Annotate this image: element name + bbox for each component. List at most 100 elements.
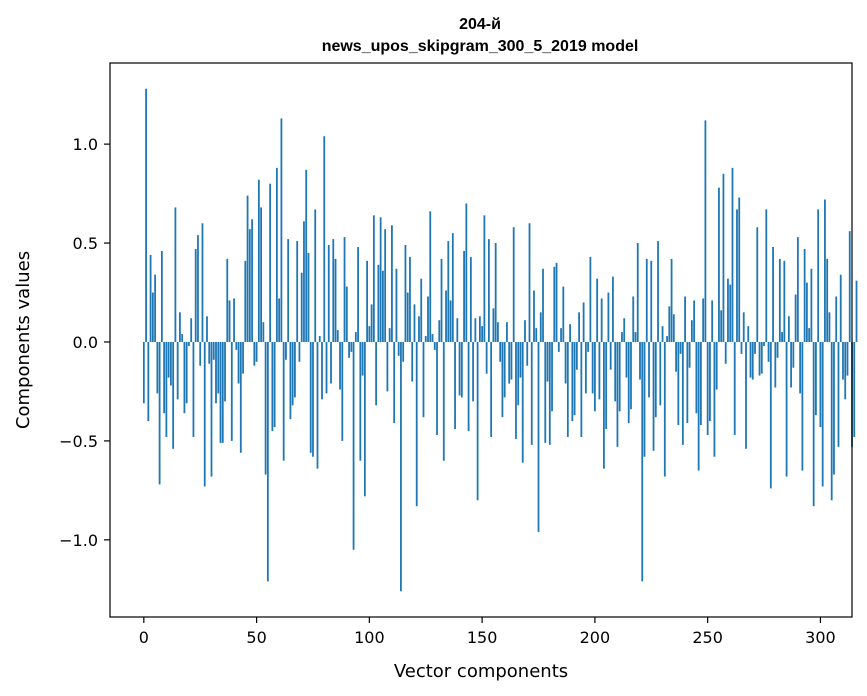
bar bbox=[377, 264, 380, 342]
bar bbox=[756, 227, 759, 342]
bar bbox=[533, 290, 535, 342]
bar bbox=[557, 341, 560, 352]
y-tick-label: −0.5 bbox=[59, 432, 98, 451]
bar bbox=[291, 341, 294, 406]
bar bbox=[824, 199, 826, 342]
bar bbox=[314, 209, 317, 342]
bar bbox=[767, 341, 770, 362]
bar bbox=[709, 341, 711, 422]
bar bbox=[271, 341, 274, 432]
bar bbox=[760, 341, 763, 374]
bar bbox=[463, 250, 465, 342]
bar bbox=[560, 328, 562, 342]
bar bbox=[573, 341, 576, 416]
bar bbox=[679, 341, 682, 354]
bar bbox=[790, 341, 792, 388]
bar bbox=[528, 223, 531, 342]
x-tick-label: 300 bbox=[805, 628, 836, 647]
bar bbox=[603, 341, 605, 469]
bar bbox=[512, 227, 515, 342]
bar bbox=[740, 341, 743, 354]
bar bbox=[713, 341, 716, 457]
bar bbox=[436, 341, 438, 435]
bar bbox=[485, 341, 488, 374]
bar bbox=[336, 330, 339, 342]
bar bbox=[149, 254, 152, 342]
bar bbox=[774, 341, 777, 388]
bar bbox=[772, 247, 774, 342]
y-tick-label: 0.5 bbox=[73, 234, 98, 253]
bar bbox=[828, 312, 831, 342]
bar bbox=[666, 336, 668, 342]
bar bbox=[853, 341, 856, 437]
bar bbox=[519, 341, 522, 378]
bar bbox=[194, 248, 197, 342]
bar bbox=[361, 341, 364, 376]
bar bbox=[609, 341, 612, 370]
bar bbox=[833, 341, 835, 475]
bar bbox=[792, 341, 795, 368]
bar bbox=[659, 341, 662, 406]
bar bbox=[578, 312, 580, 342]
bar bbox=[555, 262, 558, 342]
bar bbox=[300, 272, 303, 342]
bar bbox=[352, 341, 355, 550]
bar bbox=[210, 341, 213, 477]
bar bbox=[406, 292, 409, 342]
bar bbox=[379, 217, 382, 342]
bar bbox=[765, 209, 768, 342]
bar bbox=[643, 341, 646, 457]
bar bbox=[763, 341, 765, 346]
bar bbox=[625, 341, 628, 378]
bar bbox=[388, 328, 391, 342]
bar bbox=[539, 312, 542, 342]
bar bbox=[605, 341, 608, 430]
bar bbox=[343, 237, 346, 342]
bar bbox=[506, 322, 508, 342]
bar bbox=[411, 341, 414, 382]
bar bbox=[844, 341, 847, 400]
bar bbox=[215, 341, 217, 404]
bar bbox=[645, 258, 648, 342]
bar bbox=[476, 341, 479, 501]
bar bbox=[521, 341, 524, 463]
bar bbox=[345, 286, 348, 342]
bar bbox=[546, 341, 549, 382]
bar bbox=[648, 341, 650, 398]
bar bbox=[285, 341, 287, 360]
bar bbox=[334, 258, 337, 342]
bar bbox=[251, 219, 253, 342]
bar bbox=[160, 250, 163, 342]
bar bbox=[429, 211, 432, 342]
bar bbox=[826, 258, 829, 342]
chart-title-line-1: 204-й bbox=[459, 16, 501, 33]
bar bbox=[181, 334, 184, 342]
bar bbox=[612, 276, 614, 342]
x-tick-label: 200 bbox=[580, 628, 611, 647]
bar bbox=[499, 341, 502, 362]
bar bbox=[686, 341, 689, 424]
bar bbox=[582, 302, 585, 342]
bar bbox=[503, 341, 506, 398]
bar bbox=[718, 187, 720, 342]
bar bbox=[706, 341, 709, 435]
bar bbox=[621, 332, 623, 342]
bar bbox=[618, 341, 621, 412]
bar bbox=[404, 245, 407, 342]
bar bbox=[199, 341, 202, 366]
bar bbox=[636, 243, 639, 342]
bar bbox=[566, 341, 569, 437]
bar bbox=[422, 341, 425, 418]
bar bbox=[212, 341, 215, 360]
y-tick-label: 0.0 bbox=[73, 333, 98, 352]
bar bbox=[661, 326, 664, 342]
bar bbox=[729, 284, 732, 342]
bar bbox=[341, 341, 344, 441]
bar bbox=[449, 300, 452, 342]
bar bbox=[255, 341, 258, 362]
bar bbox=[668, 306, 671, 342]
bar bbox=[731, 167, 734, 342]
bar bbox=[754, 341, 756, 354]
bar bbox=[497, 322, 499, 342]
bar bbox=[591, 341, 594, 394]
